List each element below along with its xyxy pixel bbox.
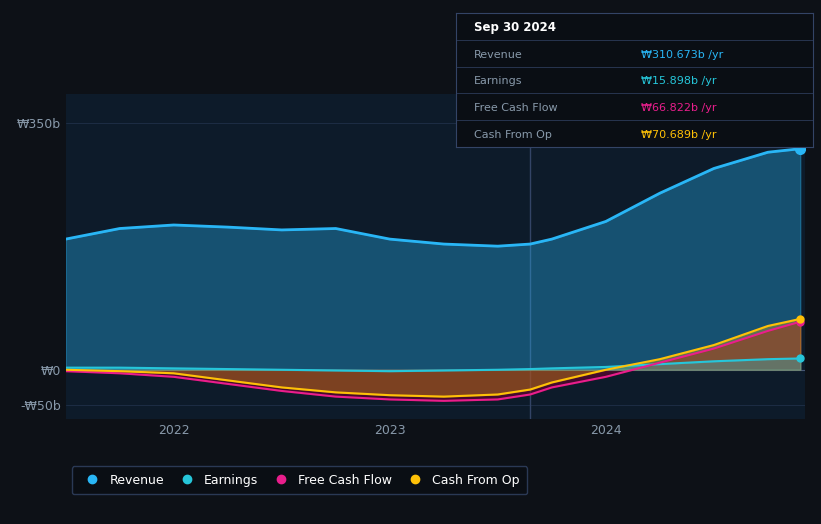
- Text: Revenue: Revenue: [474, 50, 522, 60]
- Text: Earnings: Earnings: [474, 77, 522, 86]
- Text: ₩15.898b /yr: ₩15.898b /yr: [641, 77, 717, 86]
- Text: Past: Past: [777, 107, 802, 120]
- Text: Cash From Op: Cash From Op: [474, 130, 552, 140]
- Text: ₩310.673b /yr: ₩310.673b /yr: [641, 50, 723, 60]
- Text: Free Cash Flow: Free Cash Flow: [474, 103, 557, 113]
- Text: ₩70.689b /yr: ₩70.689b /yr: [641, 130, 717, 140]
- Text: Sep 30 2024: Sep 30 2024: [474, 21, 556, 34]
- Text: ₩66.822b /yr: ₩66.822b /yr: [641, 103, 717, 113]
- Legend: Revenue, Earnings, Free Cash Flow, Cash From Op: Revenue, Earnings, Free Cash Flow, Cash …: [72, 466, 527, 494]
